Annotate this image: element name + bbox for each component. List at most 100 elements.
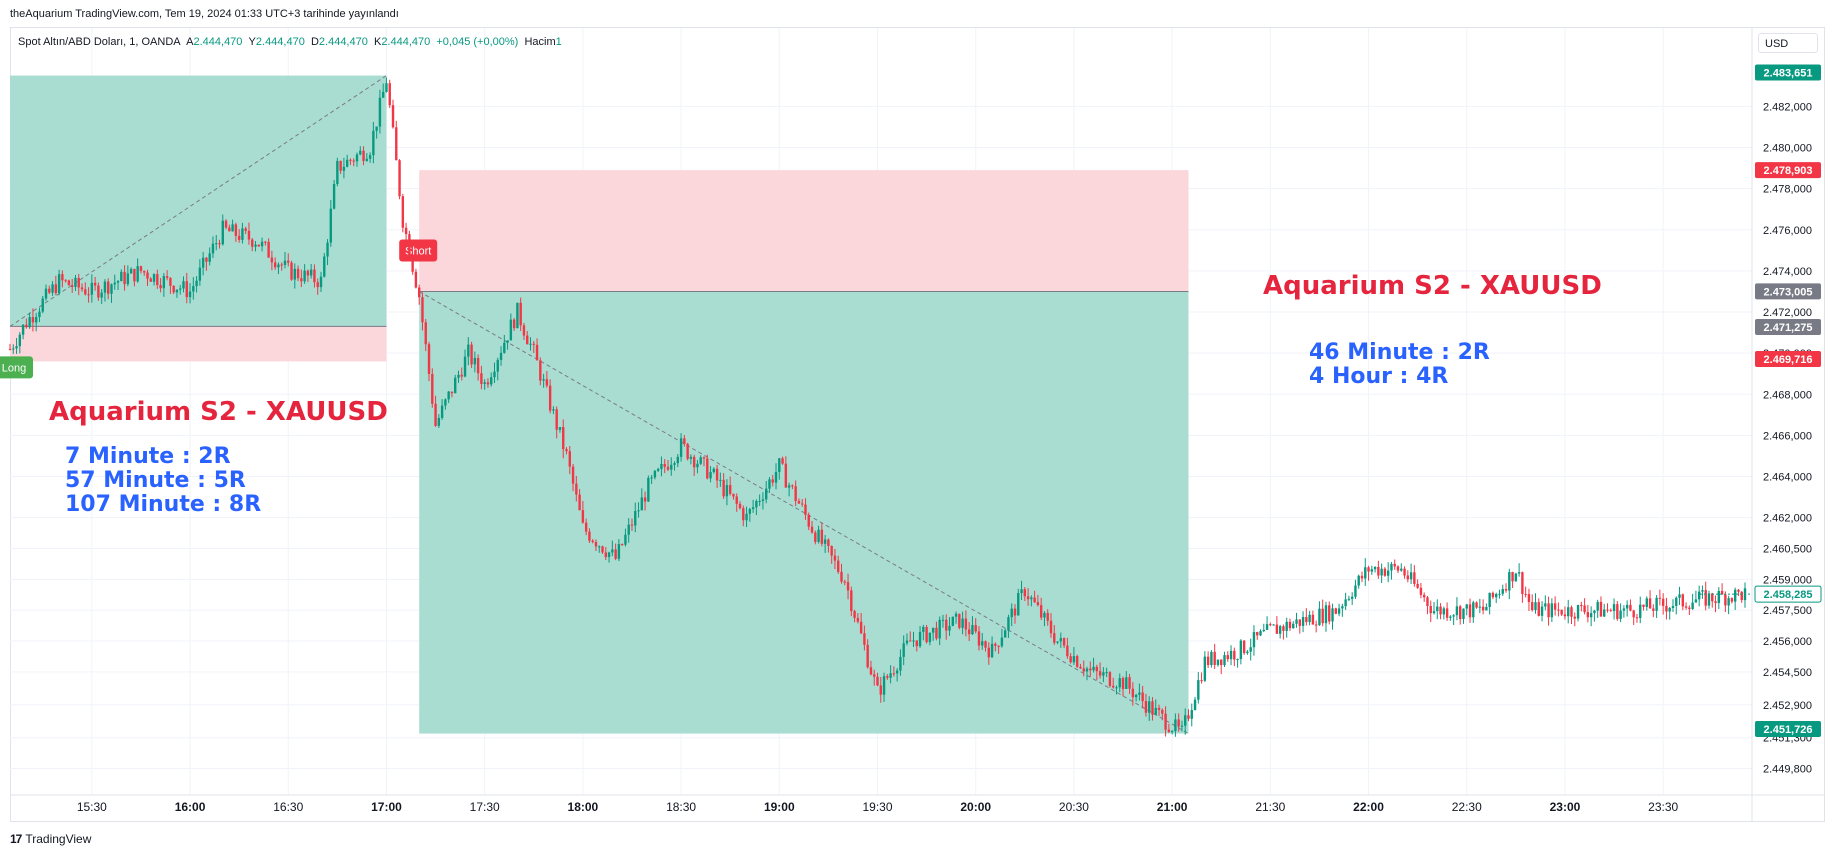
candle-down bbox=[873, 674, 876, 677]
price-tag-label: 2.451,726 bbox=[1764, 724, 1813, 736]
candle-down bbox=[61, 274, 64, 281]
candle-down bbox=[1396, 566, 1400, 571]
candle-up bbox=[1085, 668, 1089, 672]
candle-up bbox=[709, 472, 712, 479]
candle-up bbox=[385, 83, 388, 92]
candle-down bbox=[306, 270, 310, 276]
x-tick-label: 23:30 bbox=[1648, 800, 1678, 814]
x-tick-label: 16:00 bbox=[175, 800, 206, 814]
candle-up bbox=[359, 150, 362, 155]
candle-up bbox=[1193, 699, 1197, 710]
candle-up bbox=[1278, 626, 1282, 634]
candle-down bbox=[244, 228, 247, 231]
change-value: +0,045 (+0,00%) bbox=[436, 36, 519, 48]
candle-down bbox=[810, 526, 814, 533]
candle-down bbox=[1069, 656, 1072, 663]
candle-down bbox=[300, 278, 303, 282]
candle-down bbox=[1684, 606, 1688, 608]
tradingview-branding[interactable]: 17 TradingView bbox=[10, 832, 91, 846]
candle-up bbox=[1691, 602, 1694, 609]
candle-down bbox=[797, 501, 801, 504]
candle-down bbox=[1367, 567, 1370, 572]
candle-down bbox=[287, 260, 290, 263]
candle-up bbox=[309, 269, 313, 276]
candle-down bbox=[460, 374, 463, 377]
candle-up bbox=[1347, 598, 1351, 600]
short-trend-line bbox=[418, 291, 1189, 735]
candle-down bbox=[735, 496, 738, 504]
tradingview-logo-icon: 17 bbox=[10, 832, 22, 846]
candle-down bbox=[1089, 668, 1092, 671]
candle-up bbox=[319, 276, 323, 288]
candle-down bbox=[1157, 707, 1161, 710]
candle-up bbox=[100, 292, 103, 298]
candle-up bbox=[1508, 572, 1511, 591]
candle-down bbox=[1635, 617, 1639, 619]
x-tick-label: 19:30 bbox=[862, 800, 892, 814]
candle-down bbox=[1321, 608, 1324, 624]
candle-down bbox=[1187, 715, 1190, 719]
candle-down bbox=[1036, 602, 1040, 606]
candle-down bbox=[1406, 575, 1410, 580]
candle-down bbox=[1658, 597, 1662, 599]
candle-down bbox=[987, 647, 991, 658]
y-tick-label: 2.460,500 bbox=[1763, 544, 1812, 556]
candle-down bbox=[1269, 624, 1272, 626]
candle-down bbox=[977, 631, 981, 646]
candle-up bbox=[1380, 568, 1383, 576]
candle-down bbox=[522, 325, 526, 336]
candle-up bbox=[490, 377, 493, 385]
candle-up bbox=[660, 463, 663, 469]
candle-down bbox=[876, 676, 879, 686]
left-annotation-line-2: 57 Minute : 5R bbox=[65, 468, 246, 493]
candle-up bbox=[44, 288, 48, 299]
candle-down bbox=[791, 485, 794, 487]
candle-up bbox=[116, 281, 120, 283]
candle-down bbox=[974, 625, 977, 632]
candle-down bbox=[588, 531, 591, 541]
candle-down bbox=[535, 344, 539, 361]
candle-down bbox=[1652, 608, 1655, 611]
candle-up bbox=[1331, 608, 1334, 622]
candle-down bbox=[1206, 656, 1210, 666]
currency-button[interactable]: USD bbox=[1758, 33, 1818, 53]
candle-up bbox=[774, 471, 778, 483]
candle-up bbox=[1249, 647, 1252, 652]
candle-down bbox=[1648, 598, 1652, 609]
candle-down bbox=[352, 160, 355, 162]
candle-down bbox=[264, 241, 267, 243]
candle-down bbox=[237, 235, 241, 240]
candle-up bbox=[136, 266, 139, 282]
candle-up bbox=[905, 640, 909, 644]
candle-down bbox=[1049, 620, 1053, 634]
candle-down bbox=[863, 633, 866, 645]
candle-down bbox=[1531, 602, 1534, 611]
candle-up bbox=[1239, 640, 1243, 660]
candle-up bbox=[1675, 597, 1678, 606]
candle-up bbox=[931, 627, 935, 633]
candle-up bbox=[323, 256, 326, 277]
candle-down bbox=[54, 284, 58, 294]
candle-down bbox=[398, 160, 401, 197]
price-tag-label: 2.469,716 bbox=[1764, 354, 1813, 366]
candle-down bbox=[1468, 604, 1472, 618]
candle-up bbox=[745, 513, 748, 521]
candle-down bbox=[866, 644, 869, 668]
candle-down bbox=[1609, 610, 1612, 612]
symbol-legend: Spot Altın/ABD Doları, 1, OANDA A2.444,4… bbox=[18, 36, 562, 48]
candle-up bbox=[126, 273, 130, 285]
candle-down bbox=[1023, 589, 1027, 597]
candle-up bbox=[293, 268, 297, 280]
candle-down bbox=[1632, 610, 1635, 618]
candle-down bbox=[1511, 572, 1514, 582]
candle-up bbox=[342, 166, 346, 171]
candle-down bbox=[1426, 597, 1429, 607]
candle-down bbox=[316, 282, 319, 288]
long-stop-zone bbox=[10, 326, 387, 362]
candle-up bbox=[1544, 603, 1547, 607]
price-tag bbox=[1755, 64, 1821, 81]
candle-down bbox=[257, 244, 260, 247]
candle-up bbox=[778, 458, 781, 472]
candle-up bbox=[113, 282, 116, 285]
